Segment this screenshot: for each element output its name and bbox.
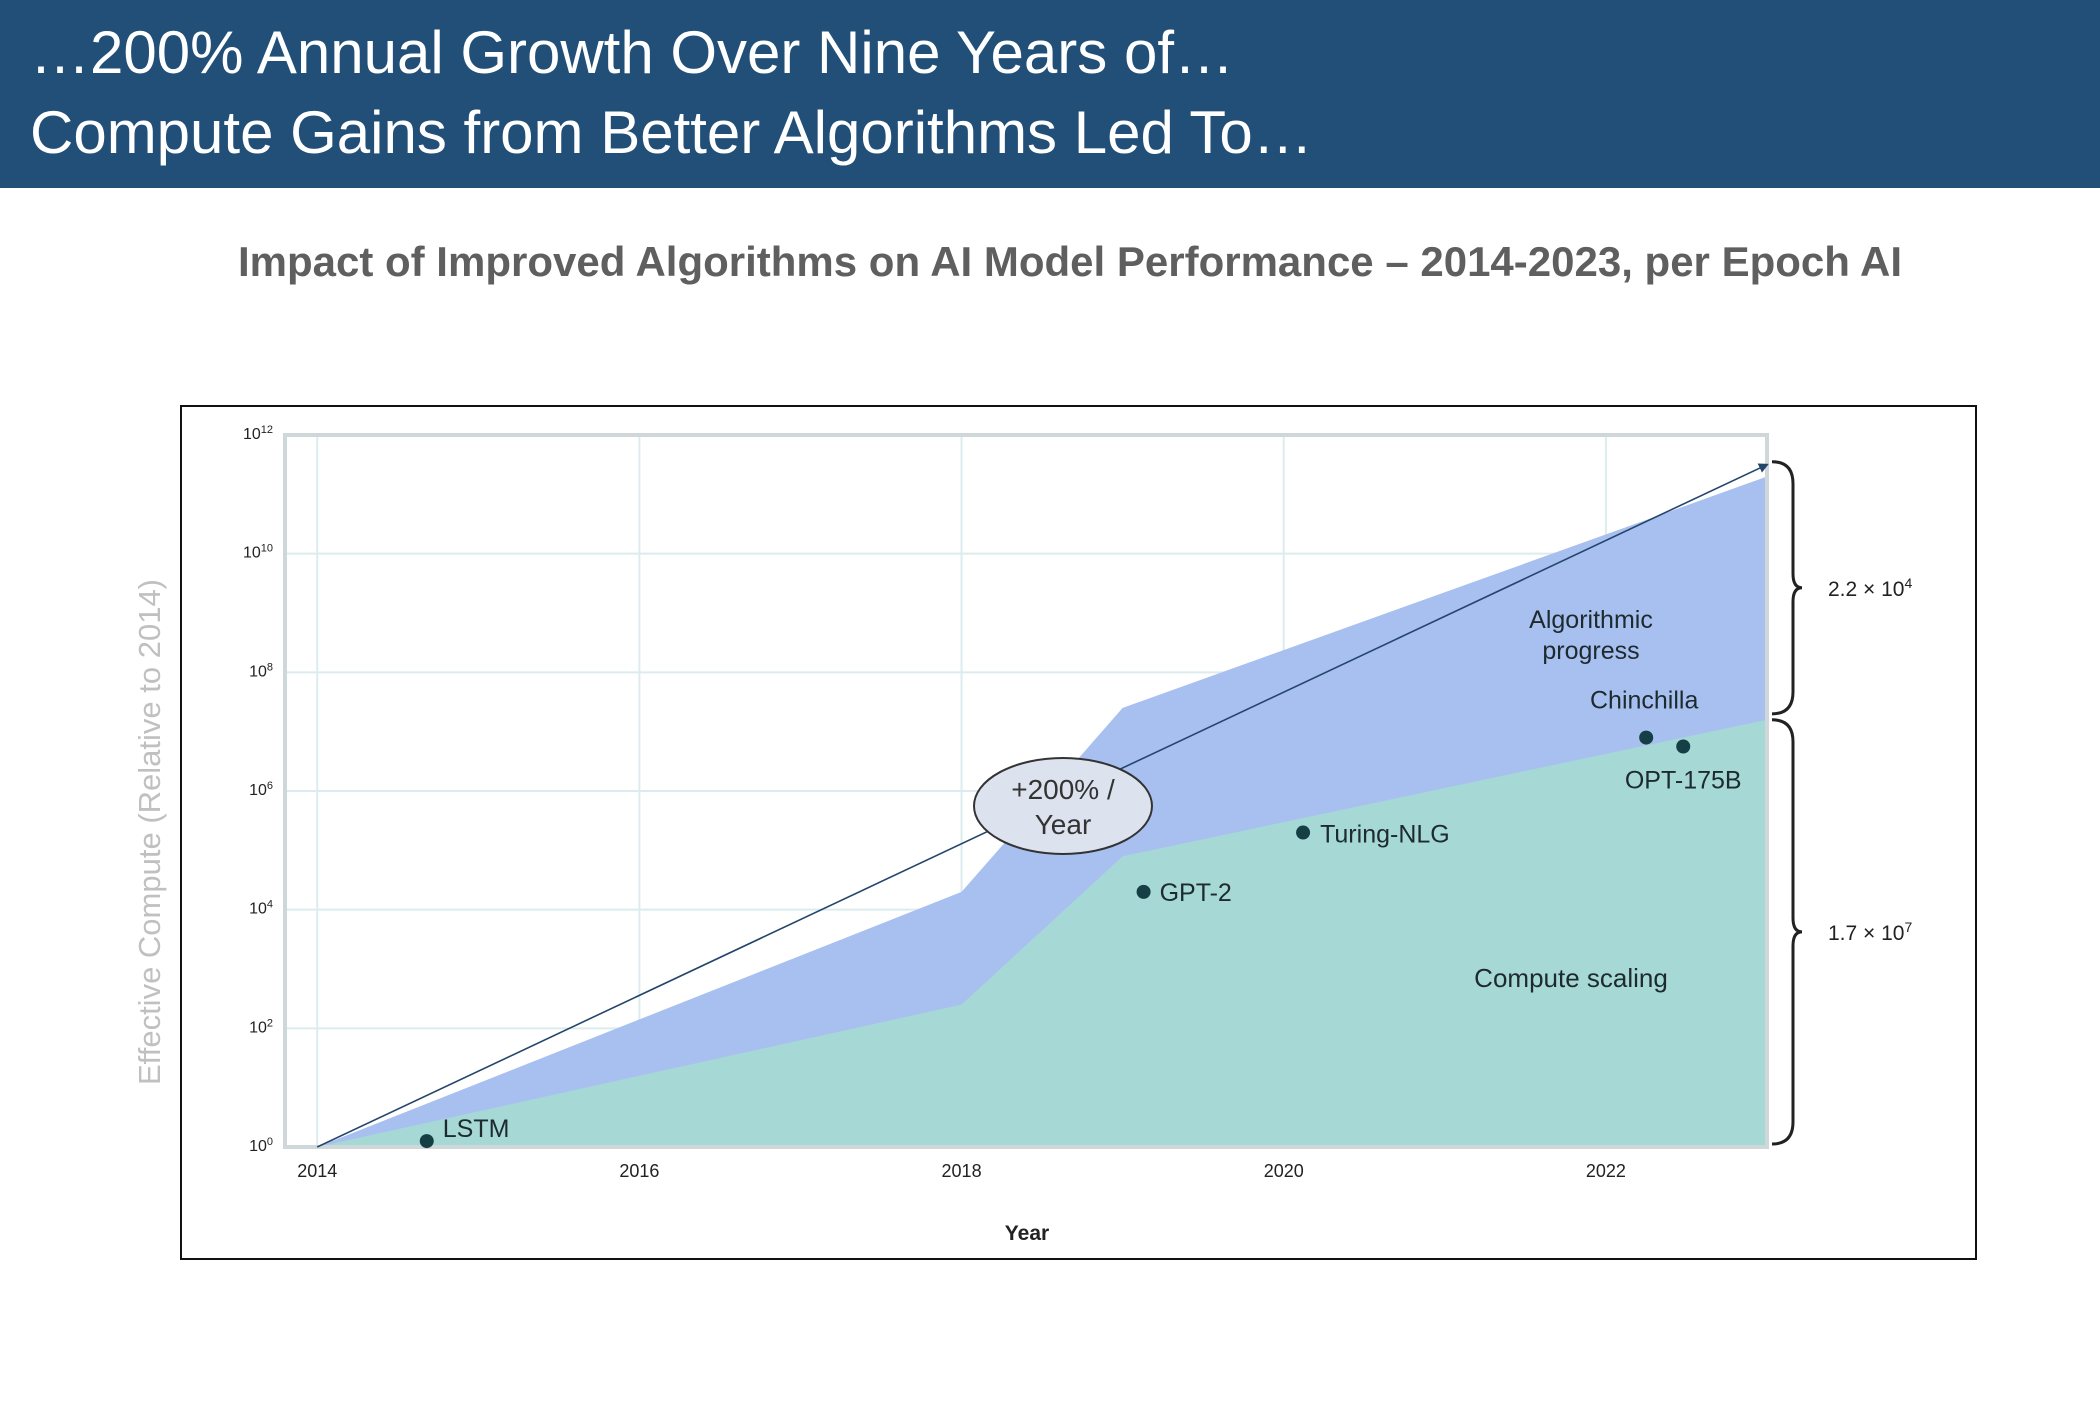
algorithmic-label-line-1: Algorithmic (1529, 606, 1653, 634)
point-label-gpt-2: GPT-2 (1160, 879, 1232, 907)
point-label-chinchilla: Chinchilla (1590, 687, 1698, 715)
x-tick-label-2022: 2022 (1586, 1161, 1626, 1181)
x-axis-title: Year (1005, 1222, 1049, 1245)
y-tick-label-6: 106 (249, 780, 273, 799)
point-label-lstm: LSTM (443, 1115, 510, 1143)
y-tick-label-2: 102 (249, 1017, 273, 1036)
lower-bracket (1772, 720, 1802, 1144)
trend-label-line-2: Year (1035, 809, 1092, 840)
x-tick-label-2020: 2020 (1264, 1161, 1304, 1181)
x-tick-label-2016: 2016 (619, 1161, 659, 1181)
y-tick-label-10: 1010 (243, 543, 273, 562)
y-tick-label-4: 104 (249, 899, 273, 918)
point-label-turing-nlg: Turing-NLG (1320, 821, 1450, 849)
x-tick-label-2018: 2018 (942, 1161, 982, 1181)
point-gpt-2 (1137, 885, 1151, 899)
algorithmic-label-line-2: progress (1542, 637, 1639, 665)
compute-scaling-label: Compute scaling (1474, 963, 1668, 993)
trend-label-line-1: +200% / (1011, 774, 1115, 805)
lower-bracket-label: 1.7 × 107 (1828, 919, 1912, 945)
point-chinchilla (1639, 731, 1653, 745)
x-tick-label-2014: 2014 (297, 1161, 337, 1181)
point-opt-175b (1676, 740, 1690, 754)
upper-bracket (1772, 462, 1802, 714)
upper-bracket-label: 2.2 × 104 (1828, 575, 1912, 601)
y-tick-label-8: 108 (249, 661, 273, 680)
point-label-opt-175b: OPT-175B (1625, 767, 1742, 795)
y-tick-label-0: 100 (249, 1136, 273, 1155)
point-lstm (420, 1134, 434, 1148)
y-tick-label-12: 1012 (243, 424, 273, 443)
point-turing-nlg (1296, 826, 1310, 840)
